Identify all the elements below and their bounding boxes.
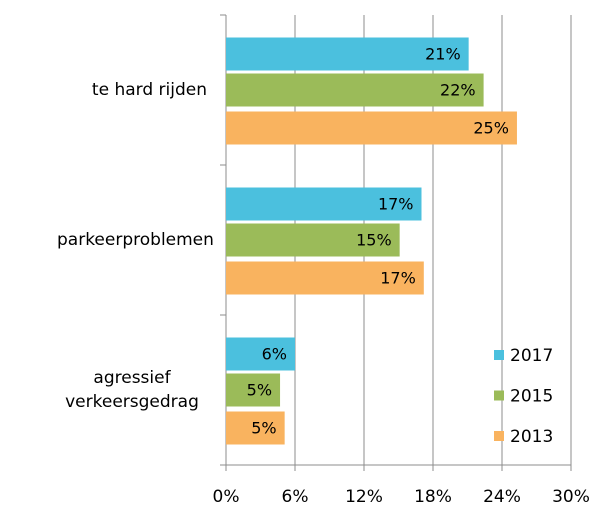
- legend-swatch: [494, 350, 504, 360]
- data-label: 17%: [378, 195, 414, 214]
- legend-swatch: [494, 390, 504, 401]
- data-label: 22%: [440, 81, 476, 100]
- bar: [226, 187, 422, 221]
- legend-label: 2013: [510, 427, 553, 447]
- legend-label: 2017: [510, 346, 553, 366]
- bar: [226, 411, 285, 445]
- bar: [226, 261, 424, 295]
- category-label: parkeerproblemen: [0, 228, 214, 252]
- category-text: agressief verkeersgedrag: [65, 368, 199, 412]
- x-tick-label: 0%: [213, 487, 240, 506]
- data-label: 5%: [247, 381, 272, 400]
- data-label: 15%: [356, 231, 392, 250]
- bar: [226, 73, 484, 107]
- x-tick-label: 30%: [552, 487, 590, 506]
- data-label: 5%: [251, 419, 276, 438]
- data-label: 17%: [380, 269, 416, 288]
- legend-label: 2015: [510, 387, 553, 407]
- x-tick-label: 12%: [345, 487, 383, 506]
- category-label: te hard rijden: [0, 78, 207, 102]
- data-label: 6%: [262, 345, 287, 364]
- data-label: 25%: [473, 119, 509, 138]
- x-tick-label: 24%: [483, 487, 521, 506]
- bar: [226, 223, 400, 257]
- bar: [226, 337, 295, 371]
- data-label: 21%: [425, 45, 461, 64]
- category-text: te hard rijden: [91, 80, 207, 100]
- bar: [226, 111, 517, 145]
- category-label: agressief verkeersgedrag: [0, 366, 207, 414]
- x-tick-label: 6%: [282, 487, 309, 506]
- bar: [226, 37, 469, 71]
- bar: [226, 373, 281, 407]
- category-text: parkeerproblemen: [57, 230, 214, 250]
- legend-swatch: [494, 431, 504, 441]
- x-tick-label: 18%: [414, 487, 452, 506]
